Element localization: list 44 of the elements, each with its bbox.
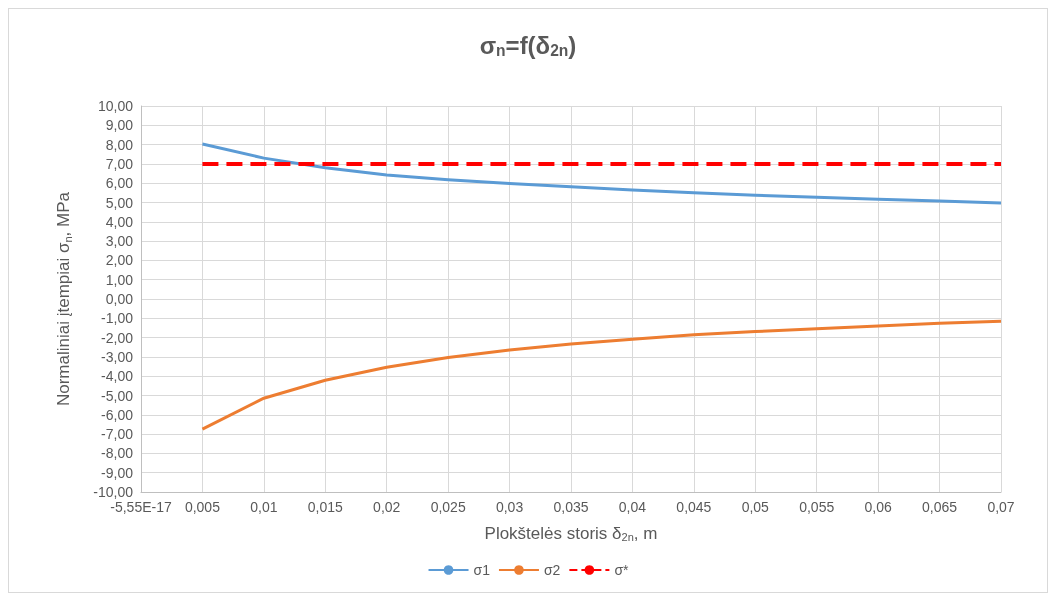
y-tick-label: 1,00 <box>105 271 134 288</box>
x-tick-label: 0,06 <box>864 499 892 515</box>
x-tick-label: 0,045 <box>676 499 712 515</box>
y-tick-label: -5,00 <box>101 387 134 404</box>
y-tick-label: 5,00 <box>105 194 134 211</box>
x-tick-label: 0,02 <box>373 499 401 515</box>
x-tick-label: 0,03 <box>495 499 524 515</box>
y-tick-label: -6,00 <box>101 406 134 423</box>
legend-label: σ* <box>614 562 630 578</box>
chart-title: σn=f(δ2n) <box>479 31 577 60</box>
y-tick-label: -4,00 <box>101 368 134 385</box>
y-tick-label: 0,00 <box>105 291 134 307</box>
line-series <box>200 319 1003 431</box>
y-tick-label: -8,00 <box>101 445 134 462</box>
y-tick-label: 6,00 <box>105 175 134 192</box>
x-tick-label: 0,05 <box>741 499 770 515</box>
y-axis-title: Normaliniai įtempiai σn, MPa <box>54 191 74 407</box>
y-tick-label: -2,00 <box>101 329 134 346</box>
y-tick-label: -9,00 <box>101 464 134 481</box>
y-tick-label: 10,00 <box>97 98 134 114</box>
y-tick-label: -7,00 <box>101 426 134 443</box>
y-tick-label: 9,00 <box>105 117 134 134</box>
x-axis-title: Plokštelės storis δ2n, m <box>484 523 658 544</box>
y-tick-label: -3,00 <box>101 348 134 365</box>
y-tick-label: 3,00 <box>105 233 134 250</box>
x-tick-label: 0,04 <box>618 499 647 515</box>
x-tick-label: 0,01 <box>250 499 278 515</box>
x-tick-label: 0,005 <box>184 499 221 515</box>
y-tick-label: 8,00 <box>105 136 134 153</box>
legend-label: σ2 <box>543 562 561 578</box>
x-tick-label: 0,015 <box>307 499 344 515</box>
x-tick-label: 0,035 <box>553 499 589 515</box>
y-tick-label: 4,00 <box>105 213 134 230</box>
x-tick-label: 0,07 <box>987 499 1015 515</box>
y-tick-label: 2,00 <box>105 252 134 269</box>
x-tick-label: 0,055 <box>799 499 835 515</box>
x-tick-label: 0,065 <box>922 499 958 515</box>
x-tick-label: 0,025 <box>430 499 466 515</box>
y-tick-label: 7,00 <box>105 155 134 172</box>
line-series <box>200 142 1003 205</box>
y-tick-label: -1,00 <box>101 310 134 327</box>
y-tick-label: -10,00 <box>93 484 134 500</box>
x-tick-label: -5,55E-17 <box>110 499 172 515</box>
legend-label: σ1 <box>473 562 491 578</box>
